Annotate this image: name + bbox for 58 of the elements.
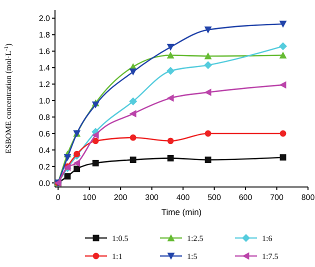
legend-label: 1:1 xyxy=(112,252,122,261)
point xyxy=(204,88,212,96)
y-tick-label: 1.8 xyxy=(38,30,51,40)
point xyxy=(129,97,138,106)
x-tick-label: 800 xyxy=(301,193,315,202)
point xyxy=(204,61,212,70)
x-tick-label: 100 xyxy=(82,193,97,202)
y-tick-label: 0.4 xyxy=(38,146,51,155)
y-tick-label: 1.0 xyxy=(38,96,51,106)
point xyxy=(92,131,99,139)
legend-label: 1:2.5 xyxy=(187,234,204,243)
point xyxy=(129,110,136,118)
point xyxy=(280,154,286,161)
point xyxy=(204,26,212,34)
point xyxy=(279,52,287,58)
y-tick-label: 0.2 xyxy=(38,162,51,172)
point xyxy=(130,156,136,164)
point xyxy=(74,150,80,158)
x-tick-label: 600 xyxy=(238,193,253,202)
point xyxy=(279,42,288,50)
point xyxy=(74,166,80,172)
x-tick-label: 200 xyxy=(114,193,128,202)
legend-label: 1:6 xyxy=(262,234,272,243)
legend-label: 1:0.5 xyxy=(112,234,128,243)
point xyxy=(92,138,99,144)
y-tick-label: 1.4 xyxy=(38,64,51,73)
point xyxy=(204,130,212,137)
legend-label: 1:5 xyxy=(187,252,198,261)
point xyxy=(73,159,80,167)
point xyxy=(279,20,287,28)
legend-label: 1:7.5 xyxy=(262,252,278,261)
x-tick-label: 700 xyxy=(270,193,284,202)
y-tick-label: 0.0 xyxy=(38,178,51,188)
point xyxy=(166,44,174,51)
y-tick-label: 1.2 xyxy=(38,80,51,90)
point xyxy=(64,154,72,162)
point xyxy=(166,94,174,102)
point xyxy=(204,52,212,60)
x-axis-title: Time (min) xyxy=(161,207,202,217)
point xyxy=(280,130,286,137)
x-tick-label: 400 xyxy=(176,193,190,202)
point xyxy=(166,52,174,58)
point xyxy=(167,138,174,144)
y-tick-label: 0.6 xyxy=(38,129,51,138)
point xyxy=(130,134,136,141)
y-tick-label: 2.0 xyxy=(38,14,51,24)
point xyxy=(167,154,174,162)
x-tick-label: 500 xyxy=(208,193,222,202)
y-tick-label: 1.6 xyxy=(38,47,51,56)
point xyxy=(279,81,286,89)
point xyxy=(64,173,71,180)
y-tick-label: 0.8 xyxy=(38,113,51,122)
point xyxy=(166,66,175,75)
x-tick-label: 300 xyxy=(145,193,160,202)
x-tick-label: 0 xyxy=(56,193,61,202)
point xyxy=(92,160,99,166)
point xyxy=(129,68,137,76)
point xyxy=(204,156,212,164)
